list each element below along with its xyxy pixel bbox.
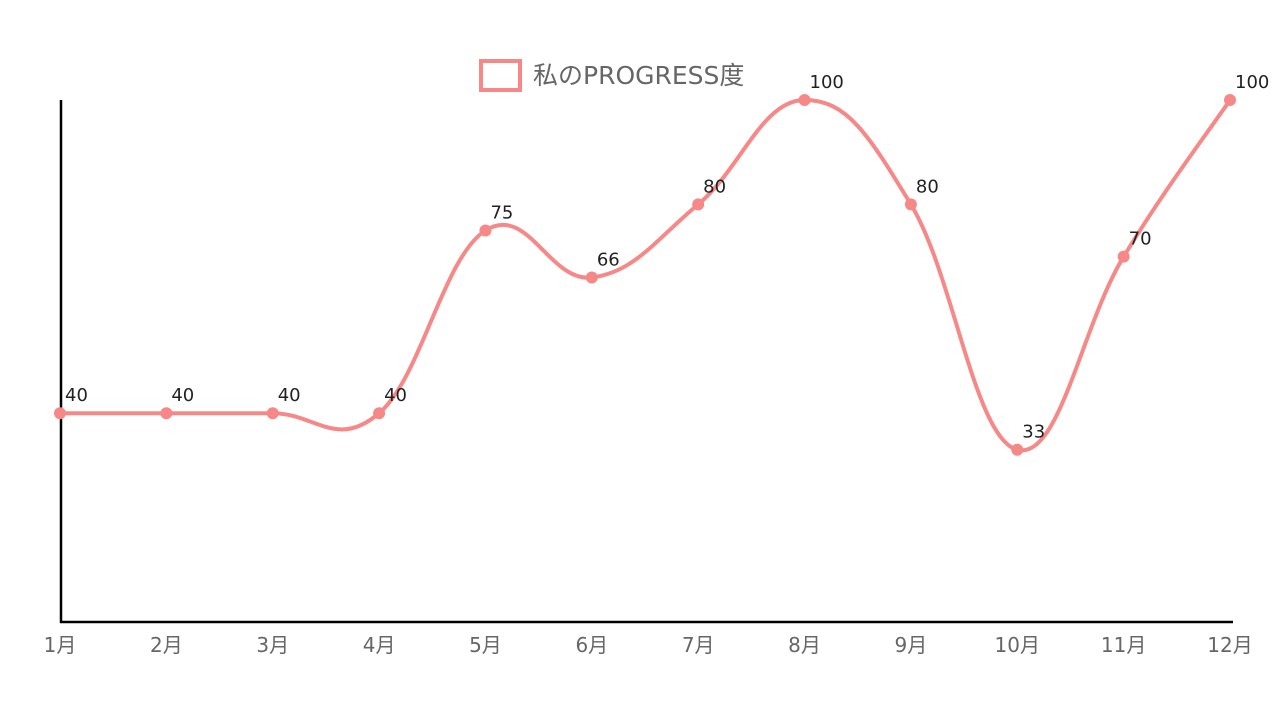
x-tick-label-10: 10月 (995, 633, 1040, 657)
data-point-12[interactable] (1224, 94, 1236, 106)
data-point-8[interactable] (798, 94, 811, 106)
data-label-4: 40 (384, 385, 407, 406)
data-label-1: 40 (65, 385, 88, 406)
data-point-9[interactable] (904, 198, 917, 211)
data-points (54, 94, 1236, 456)
x-tick-label-3: 3月 (256, 633, 289, 657)
data-point-11[interactable] (1117, 250, 1130, 263)
data-label-9: 80 (916, 176, 939, 197)
x-tick-label-6: 6月 (575, 633, 608, 657)
x-tick-label-8: 8月 (788, 633, 821, 657)
data-point-5[interactable] (479, 224, 492, 237)
x-tick-label-2: 2月 (150, 633, 183, 657)
x-tick-label-1: 1月 (44, 633, 77, 657)
x-tick-label-4: 4月 (363, 633, 396, 657)
x-tick-labels: 1月 2月 3月 4月 5月 6月 7月 8月 9月 10月 11月 12月 (44, 633, 1253, 657)
data-point-4[interactable] (373, 407, 386, 420)
data-label-11: 70 (1129, 229, 1152, 250)
legend-label: 私のPROGRESS度 (533, 61, 744, 90)
data-label-3: 40 (278, 385, 301, 406)
x-tick-label-11: 11月 (1101, 633, 1146, 657)
data-value-labels: 40 40 40 40 75 66 80 100 80 33 70 100 (65, 72, 1269, 443)
legend-swatch (479, 59, 522, 92)
series-line (58, 98, 1232, 453)
legend[interactable]: 私のPROGRESS度 (479, 59, 744, 92)
data-point-3[interactable] (266, 407, 279, 420)
data-label-8: 100 (810, 72, 844, 93)
data-label-12: 100 (1235, 72, 1269, 93)
x-tick-label-9: 9月 (895, 633, 928, 657)
data-point-1[interactable] (54, 407, 66, 420)
x-tick-label-7: 7月 (682, 633, 715, 657)
data-label-7: 80 (703, 176, 726, 197)
data-label-6: 66 (597, 249, 620, 270)
data-point-6[interactable] (585, 271, 598, 284)
x-tick-label-5: 5月 (469, 633, 502, 657)
x-tick-label-12: 12月 (1207, 633, 1252, 657)
data-label-2: 40 (171, 385, 194, 406)
data-label-5: 75 (490, 203, 513, 224)
axes (59, 100, 1233, 624)
data-label-10: 33 (1022, 422, 1045, 443)
data-point-2[interactable] (160, 407, 173, 420)
data-point-10[interactable] (1011, 443, 1024, 456)
data-point-7[interactable] (692, 198, 705, 211)
